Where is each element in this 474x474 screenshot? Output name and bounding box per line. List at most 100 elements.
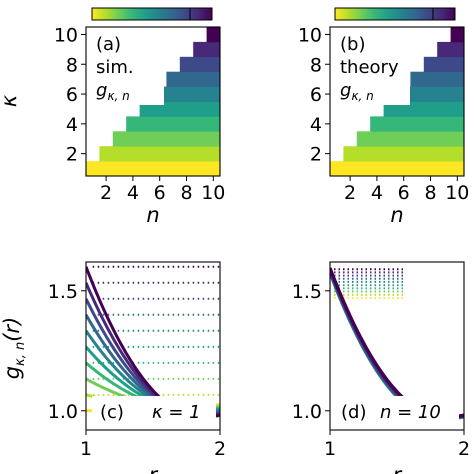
heatmap-b-cell [397, 146, 411, 162]
heatmap-b-frame [329, 26, 465, 177]
x-tick-label: 10 [201, 182, 225, 204]
heatmap-a-cell [193, 161, 207, 177]
heatmap-b-cell [437, 131, 451, 147]
x-tick-label: 2 [344, 182, 356, 204]
heatmap-b-cell [450, 101, 465, 117]
heatmap-b-cell [330, 161, 344, 177]
y-tick-label: 6 [310, 84, 322, 106]
heatmap-b-cell [370, 131, 384, 147]
heatmap-a-cell [153, 101, 167, 117]
heatmap-b-cell [410, 116, 425, 132]
heatmap-a-cell [193, 146, 207, 162]
heatmap-b-cell [410, 146, 425, 162]
heatmap-a-cell [179, 101, 194, 117]
y-tick-label: 8 [310, 54, 322, 76]
heatmap-b-cell [450, 116, 465, 132]
heatmap-b-cell [423, 146, 438, 162]
heatmap-b-cell [410, 86, 425, 102]
x-tick-label: 1 [324, 438, 336, 460]
heatmap-a-cell [166, 131, 181, 147]
heatmap-a-cell [99, 146, 114, 162]
x-tick-label: 10 [445, 182, 469, 204]
x-ticks-a: 2 4 6 8 10 [100, 176, 225, 204]
annotation-box-c [92, 396, 216, 426]
heatmap-a-cell [139, 116, 154, 132]
annotation-a-math: gκ, n [96, 80, 130, 103]
y-tick-label: 1.0 [48, 401, 78, 423]
heatmap-b-cell [356, 161, 371, 177]
y-tick-label: 6 [66, 84, 78, 106]
panel-label-b: (b) [340, 34, 365, 55]
heatmap-a-cell [206, 131, 221, 147]
heatmap-a-cell [206, 101, 221, 117]
annotation-box-b [332, 29, 410, 105]
heatmap-a-cell [153, 146, 167, 162]
heatmap-a-cell [206, 86, 221, 102]
heatmap-a-cell [179, 146, 194, 162]
heatmap-a-cell [166, 86, 181, 102]
heatmap-a-cell [153, 131, 167, 147]
x-tick-label: 1 [80, 438, 92, 460]
heatmap-a-cell [179, 86, 194, 102]
heatmap-a-cell [193, 41, 207, 58]
series-line-d [330, 269, 464, 420]
panel-label-d: (d) [341, 402, 366, 423]
colorbar-a [91, 7, 213, 21]
heatmap-b-cell [397, 101, 411, 117]
heatmap-b-cell [383, 131, 398, 147]
heatmap-b-cell [450, 56, 465, 73]
ylabel-c-sub: κ, n [13, 342, 28, 366]
x-ticks-b: 2 4 6 8 10 [344, 176, 469, 204]
annotation-a-math-base: g [96, 80, 107, 101]
heatmap-a-cell [86, 161, 100, 177]
heatmap-b-cell [370, 146, 384, 162]
annotation-b-math-base: g [340, 80, 351, 101]
heatmap-b-cell [397, 161, 411, 177]
xlabel-d: r [393, 463, 403, 474]
heatmap-a-cell [112, 131, 127, 147]
heatmap-a-cell [139, 161, 154, 177]
heatmap-a-cell [126, 161, 140, 177]
heatmap-b-cell [370, 161, 384, 177]
xlabel-b: n [390, 203, 403, 227]
heatmap-a-cell [179, 56, 194, 73]
panel-d: (d) n = 10 12 1.01.5 r [292, 261, 470, 474]
heatmap-b-cell [356, 146, 371, 162]
heatmap-b-cell [450, 161, 465, 177]
x-tick-label: 2 [100, 182, 112, 204]
heatmap-b-cell [410, 131, 425, 147]
heatmap-a-cell [166, 161, 181, 177]
y-tick-label: 2 [310, 144, 322, 166]
annotation-d: n = 10 [380, 402, 441, 423]
ylabel-c-base: g [0, 366, 24, 379]
x-tick-label: 8 [180, 182, 192, 204]
x-tick-label: 4 [371, 182, 383, 204]
heatmap-b-cell [383, 116, 398, 132]
heatmap-a-cells [86, 27, 221, 177]
heatmap-b-cell [383, 161, 398, 177]
heatmap-a-cell [179, 131, 194, 147]
annotation-b-math-sub: κ, n [351, 89, 373, 103]
heatmap-a-cell [206, 161, 221, 177]
annotation-box-d [335, 396, 459, 426]
heatmap-b-cell [410, 161, 425, 177]
heatmap-b-cell [397, 131, 411, 147]
y-tick-label: 2 [66, 144, 78, 166]
ylabel-a: κ [0, 94, 21, 107]
heatmap-b-cell [356, 131, 371, 147]
heatmap-a-cell [166, 116, 181, 132]
y-tick-label: 8 [66, 54, 78, 76]
annotation-b-math: gκ, n [340, 80, 374, 103]
heatmap-b-cell [410, 101, 425, 117]
y-ticks-a: 2 4 6 8 10 [54, 24, 86, 166]
heatmap-b-cell [397, 116, 411, 132]
heatmap-a-cell [126, 146, 140, 162]
heatmap-b-cell [437, 146, 451, 162]
heatmap-a-cell [166, 101, 181, 117]
heatmap-a-cell [206, 27, 221, 43]
heatmap-b-cell [383, 101, 398, 117]
